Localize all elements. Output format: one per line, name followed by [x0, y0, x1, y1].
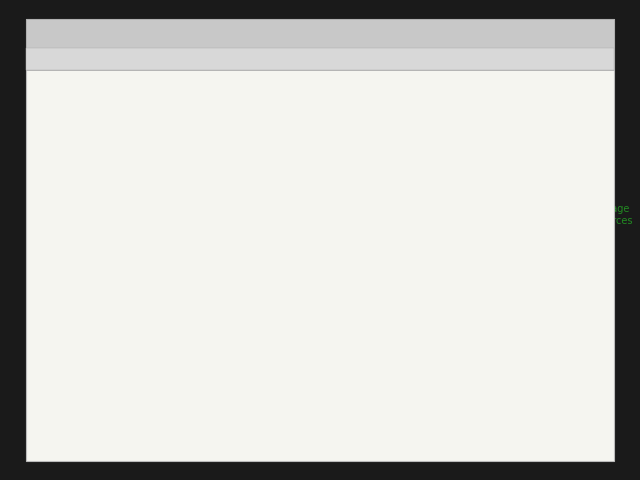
Text: ✓: ✓ [410, 295, 420, 308]
Text: R: R [543, 164, 550, 174]
Text: armature: armature [120, 247, 168, 257]
Bar [506, 180, 588, 240]
Text: Be∝Ie: Be∝Ie [305, 304, 346, 318]
Text: e: e [373, 197, 379, 207]
Text: rectifier: rectifier [510, 208, 551, 218]
Text: circuit: circuit [65, 305, 104, 318]
Text: Sign In: Sign In [580, 55, 604, 61]
Text: 3φ: 3φ [598, 190, 612, 200]
Text: current: current [433, 212, 468, 222]
Text: ε: ε [124, 160, 131, 173]
Text: B⃗: B⃗ [372, 184, 380, 194]
Text: current: current [188, 161, 223, 171]
Text: eind∝V,B: eind∝V,B [352, 345, 411, 358]
Text: Stator: Stator [42, 210, 80, 223]
Bar [180, 117, 258, 175]
Text: rect.: rect. [188, 135, 212, 145]
Text: 3φ: 3φ [516, 194, 531, 204]
Text: ε: ε [378, 210, 384, 220]
Text: rotor: rotor [42, 155, 72, 168]
Text: Br: Br [303, 348, 317, 361]
Text: sources: sources [595, 216, 632, 226]
Text: ✓: ✓ [358, 102, 369, 115]
Text: I: I [124, 121, 128, 135]
Text: OneNote needs a password to sync this notebook.: OneNote needs a password to sync this no… [30, 55, 205, 61]
Bar [370, 182, 432, 232]
Text: 3-phase AC synchronous generator: 3-phase AC synchronous generator [42, 74, 339, 91]
Text: windings: windings [122, 257, 168, 267]
Text: Ie: Ie [438, 187, 448, 197]
Text: ε: ε [124, 142, 131, 155]
Text: B: B [104, 183, 111, 193]
Text: ε: ε [390, 210, 396, 220]
Text: winding: winding [50, 108, 91, 118]
Bar [298, 290, 416, 328]
Bar [258, 114, 353, 182]
Text: General » Quick Notes: General » Quick Notes [30, 40, 109, 46]
Text: Exciter: Exciter [58, 292, 101, 305]
Text: 3φ: 3φ [188, 122, 202, 132]
Bar [432, 182, 504, 232]
Text: =: = [188, 172, 197, 182]
Bar [118, 182, 206, 232]
Text: DC: DC [193, 149, 207, 159]
Bar [118, 117, 180, 175]
Bar [345, 330, 505, 368]
Text: DC: DC [436, 200, 451, 210]
Text: voltage: voltage [594, 204, 630, 214]
Text: ε: ε [402, 210, 408, 220]
Text: field: field [50, 97, 72, 107]
